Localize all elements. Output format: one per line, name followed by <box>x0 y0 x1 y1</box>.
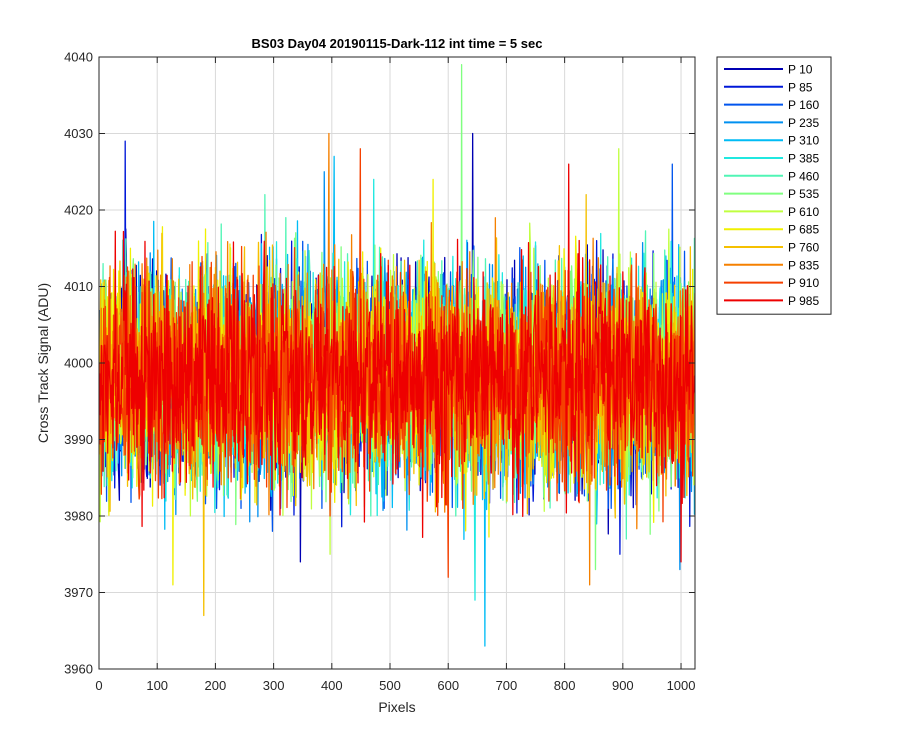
x-tick-label: 400 <box>321 678 343 693</box>
legend-box <box>716 56 832 315</box>
y-tick-label: 3960 <box>64 662 93 677</box>
chart-title: BS03 Day04 20190115-Dark-112 int time = … <box>252 36 543 51</box>
y-tick-label: 4000 <box>64 356 93 371</box>
legend-entry-label: P 10 <box>788 63 813 77</box>
legend-entry-label: P 160 <box>788 98 819 112</box>
legend-entry-label: P 85 <box>788 80 813 94</box>
legend: P 10 P 85 P 160 P 235 P 310 P 385 P 460 P 535 P … <box>716 56 832 315</box>
legend-entry-label: P 235 <box>788 116 819 130</box>
legend-entry-label: P 535 <box>788 187 819 201</box>
x-tick-label: 200 <box>205 678 227 693</box>
y-tick-label: 4030 <box>64 126 93 141</box>
x-tick-label: 300 <box>263 678 285 693</box>
x-tick-label: 0 <box>95 678 102 693</box>
x-tick-label: 600 <box>437 678 459 693</box>
y-tick-label: 4010 <box>64 279 93 294</box>
legend-entry-label: P 460 <box>788 169 819 183</box>
legend-entry-label: P 985 <box>788 294 819 308</box>
x-tick-label: 1000 <box>667 678 696 693</box>
legend-entry-label: P 760 <box>788 241 819 255</box>
legend-entry-label: P 310 <box>788 134 819 148</box>
series-line-p-985 <box>99 163 695 563</box>
x-tick-label: 100 <box>146 678 168 693</box>
x-tick-label: 500 <box>379 678 401 693</box>
x-axis-label: Pixels <box>378 699 415 715</box>
axis-ticks: 0 100 200 300 400 500 600 700 800 900 1000 3960 3970… <box>64 50 695 694</box>
series-lines <box>99 64 695 647</box>
x-tick-label: 900 <box>612 678 634 693</box>
legend-entry-label: P 610 <box>788 205 819 219</box>
legend-entry-label: P 910 <box>788 276 819 290</box>
legend-entry-label: P 385 <box>788 152 819 166</box>
y-axis-label: Cross Track Signal (ADU) <box>35 283 51 443</box>
y-tick-label: 3970 <box>64 585 93 600</box>
x-tick-label: 700 <box>496 678 518 693</box>
legend-entry-label: P 835 <box>788 258 819 272</box>
y-tick-label: 3990 <box>64 432 93 447</box>
y-tick-label: 4040 <box>64 50 93 65</box>
y-tick-label: 3980 <box>64 509 93 524</box>
y-tick-label: 4020 <box>64 203 93 218</box>
x-tick-label: 800 <box>554 678 576 693</box>
legend-entry-label: P 685 <box>788 223 819 237</box>
